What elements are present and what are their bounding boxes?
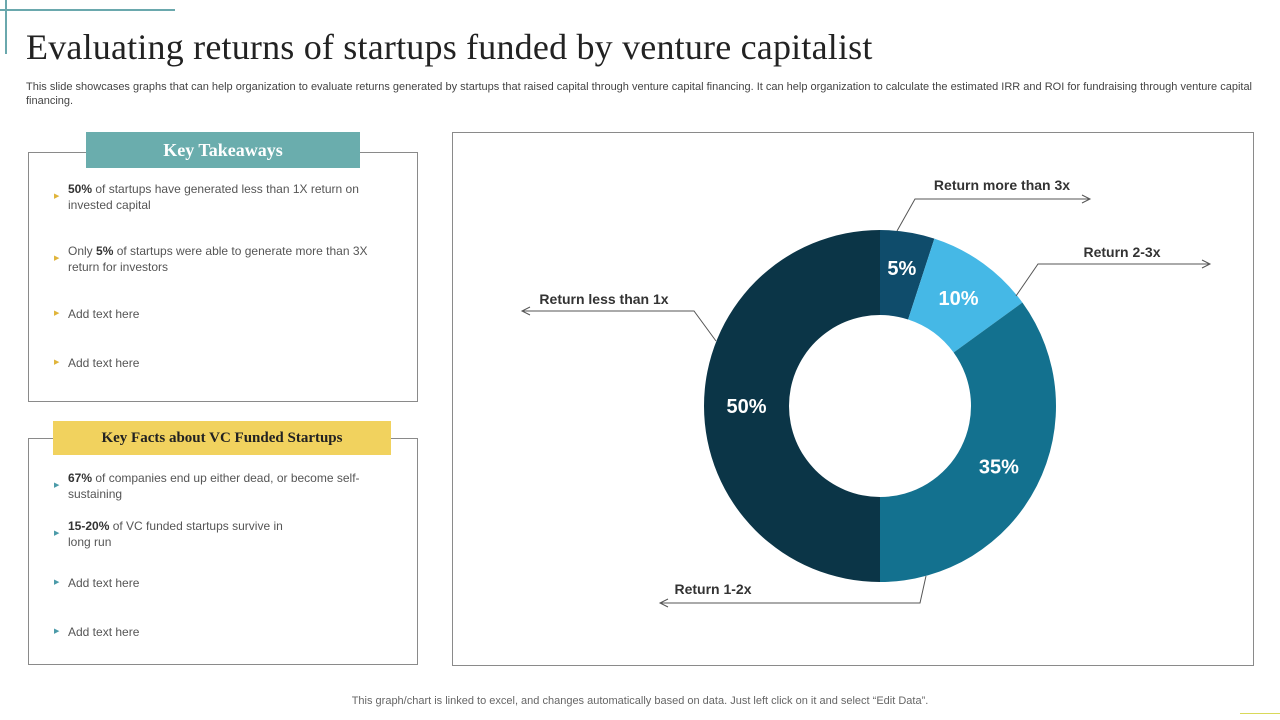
page-subtitle: This slide showcases graphs that can hel…: [26, 81, 1253, 107]
takeaway-text: 50% of startups have generated less than…: [68, 182, 359, 212]
slice-value-label: 35%: [979, 457, 1019, 479]
bullet-arrow-icon: ▶: [54, 310, 60, 317]
fact-item: ▶ Add text here: [54, 624, 368, 640]
bullet-arrow-icon: ▶: [54, 255, 60, 262]
callout-category-label: Return 2-3x: [1083, 244, 1160, 260]
slice-value-label: 5%: [887, 258, 916, 280]
takeaway-item: ▶ Add text here: [54, 355, 368, 371]
donut-slice[interactable]: [704, 230, 880, 582]
bullet-arrow-icon: ▶: [54, 193, 60, 200]
callout-arrow-icon: [658, 598, 669, 608]
corner-accent-bottom: [1240, 713, 1280, 714]
page-title: Evaluating returns of startups funded by…: [26, 27, 873, 67]
takeaway-item: ▶ 50% of startups have generated less th…: [54, 181, 368, 213]
bullet-arrow-icon: ▶: [54, 628, 60, 635]
slice-value-label: 10%: [938, 288, 978, 310]
fact-text: 67% of companies end up either dead, or …: [68, 471, 360, 501]
fact-item: ▶ 67% of companies end up either dead, o…: [54, 470, 368, 502]
slice-value-label: 50%: [726, 396, 766, 418]
takeaway-item: ▶ Add text here: [54, 306, 368, 322]
fact-text: Add text here: [68, 576, 140, 590]
footer-note: This graph/chart is linked to excel, and…: [351, 695, 929, 707]
callout-category-label: Return less than 1x: [539, 291, 668, 307]
callout-arrow-icon: [1081, 194, 1092, 204]
facts-panel: [28, 438, 418, 665]
takeaway-item: ▶ Only 5% of startups were able to gener…: [54, 243, 368, 275]
bullet-arrow-icon: ▶: [54, 579, 60, 586]
corner-accent-horizontal: [0, 9, 175, 11]
callout-category-label: Return more than 3x: [934, 177, 1070, 193]
callout-arrow-icon: [1201, 259, 1212, 269]
fact-text: 15-20% of VC funded startups survive in …: [68, 519, 283, 549]
facts-header: Key Facts about VC Funded Startups: [53, 421, 391, 455]
takeaways-header: Key Takeaways: [86, 132, 360, 168]
takeaway-text: Add text here: [68, 356, 140, 370]
chart-frame: [452, 132, 1254, 666]
callout-leader-line: [896, 198, 1090, 232]
donut-slice[interactable]: [880, 230, 935, 320]
callout-category-label: Return 1-2x: [674, 581, 751, 597]
takeaway-text: Only 5% of startups were able to generat…: [68, 244, 368, 274]
fact-text: Add text here: [68, 625, 140, 639]
callout-leader-line: [1015, 263, 1210, 297]
fact-item: ▶ 15-20% of VC funded startups survive i…: [54, 518, 308, 550]
corner-accent-vertical: [5, 0, 7, 54]
callout-leader-line: [522, 310, 717, 342]
donut-slice[interactable]: [880, 302, 1056, 582]
bullet-arrow-icon: ▶: [54, 359, 60, 366]
fact-item: ▶ Add text here: [54, 575, 368, 591]
bullet-arrow-icon: ▶: [54, 530, 60, 537]
takeaway-text: Add text here: [68, 307, 140, 321]
bullet-arrow-icon: ▶: [54, 482, 60, 489]
callout-arrow-icon: [520, 306, 531, 316]
callout-leader-line: [660, 575, 927, 604]
donut-slice[interactable]: [908, 238, 1023, 353]
